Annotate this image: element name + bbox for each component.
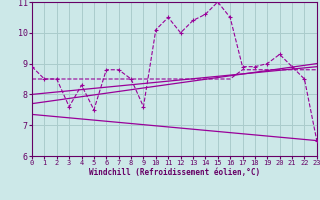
X-axis label: Windchill (Refroidissement éolien,°C): Windchill (Refroidissement éolien,°C): [89, 168, 260, 177]
